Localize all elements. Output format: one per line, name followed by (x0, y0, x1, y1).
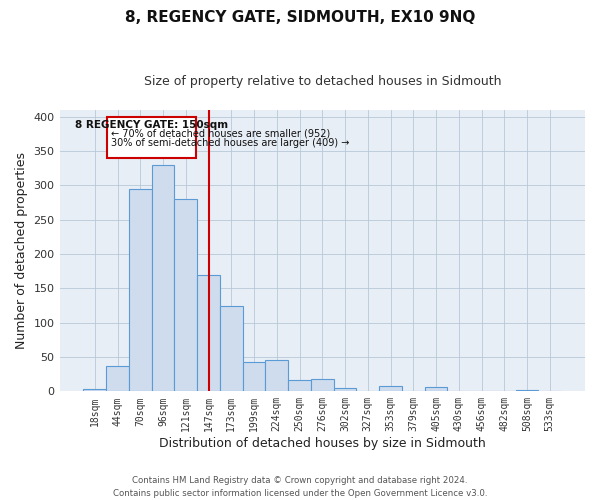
Bar (242, 362, 265, 392)
Bar (129, 189, 152, 392)
Bar (83, 390, 106, 392)
Bar (334, 388, 356, 392)
Bar (106, 366, 129, 392)
Text: Contains HM Land Registry data © Crown copyright and database right 2024.
Contai: Contains HM Land Registry data © Crown c… (113, 476, 487, 498)
Bar (311, 379, 334, 392)
Bar (220, 306, 242, 392)
Bar (515, 390, 538, 392)
Bar (197, 274, 220, 392)
Bar (265, 360, 288, 392)
Bar (288, 380, 311, 392)
Bar (425, 387, 448, 392)
Title: Size of property relative to detached houses in Sidmouth: Size of property relative to detached ho… (143, 75, 501, 88)
Bar (175, 199, 197, 392)
Bar (152, 165, 175, 392)
Y-axis label: Number of detached properties: Number of detached properties (15, 152, 28, 349)
Text: 30% of semi-detached houses are larger (409) →: 30% of semi-detached houses are larger (… (111, 138, 349, 148)
Text: ← 70% of detached houses are smaller (952): ← 70% of detached houses are smaller (95… (111, 128, 330, 138)
FancyBboxPatch shape (107, 117, 196, 158)
Bar (379, 386, 402, 392)
X-axis label: Distribution of detached houses by size in Sidmouth: Distribution of detached houses by size … (159, 437, 485, 450)
Text: 8, REGENCY GATE, SIDMOUTH, EX10 9NQ: 8, REGENCY GATE, SIDMOUTH, EX10 9NQ (125, 10, 475, 25)
Text: 8 REGENCY GATE: 150sqm: 8 REGENCY GATE: 150sqm (75, 120, 228, 130)
